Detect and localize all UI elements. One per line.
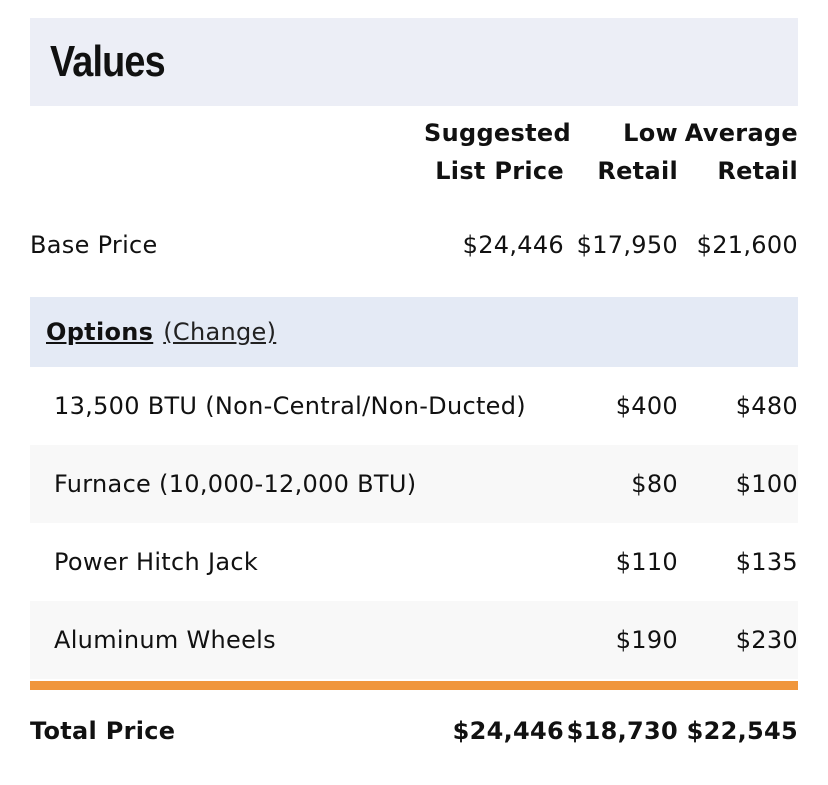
total-divider: [30, 681, 798, 690]
option-label: Power Hitch Jack: [54, 548, 259, 576]
change-options-link[interactable]: (Change): [163, 318, 277, 346]
option-label: Furnace (10,000-12,000 BTU): [54, 470, 417, 498]
base-price-low: $17,950: [576, 231, 678, 259]
column-header-average: Average Retail: [684, 119, 798, 185]
options-title-link[interactable]: Options: [46, 318, 154, 346]
total-price-label: Total Price: [30, 717, 176, 745]
column-headers: Suggested List Price Low Retail Average …: [30, 106, 798, 231]
option-average: $135: [735, 548, 798, 576]
base-price-label: Base Price: [30, 231, 158, 259]
column-header-low: Low Retail: [597, 119, 678, 185]
base-price-average: $21,600: [696, 231, 798, 259]
option-low: $190: [615, 626, 678, 654]
section-title: Values: [50, 37, 166, 86]
option-low: $80: [631, 470, 678, 498]
option-average: $230: [735, 626, 798, 654]
option-low: $400: [615, 392, 678, 420]
option-row: Power Hitch Jack $110 $135: [30, 523, 798, 601]
option-label: 13,500 BTU (Non-Central/Non-Ducted): [54, 392, 526, 420]
option-row: Aluminum Wheels $190 $230: [30, 601, 798, 679]
option-label: Aluminum Wheels: [54, 626, 276, 654]
total-price-average: $22,545: [686, 717, 798, 745]
total-price-low: $18,730: [566, 717, 678, 745]
values-panel: Values Suggested List Price Low Retail A…: [30, 18, 798, 768]
options-header: Options (Change): [30, 297, 798, 367]
values-header: Values: [30, 18, 798, 106]
base-price-row: Base Price $24,446 $17,950 $21,600: [30, 231, 798, 297]
total-price-row: Total Price $24,446 $18,730 $22,545: [30, 690, 798, 768]
column-header-suggested: Suggested List Price: [424, 119, 571, 185]
option-average: $100: [735, 470, 798, 498]
option-row: Furnace (10,000-12,000 BTU) $80 $100: [30, 445, 798, 523]
base-price-suggested: $24,446: [462, 231, 564, 259]
option-low: $110: [615, 548, 678, 576]
option-row: 13,500 BTU (Non-Central/Non-Ducted) $400…: [30, 367, 798, 445]
total-price-suggested: $24,446: [452, 717, 564, 745]
option-average: $480: [735, 392, 798, 420]
